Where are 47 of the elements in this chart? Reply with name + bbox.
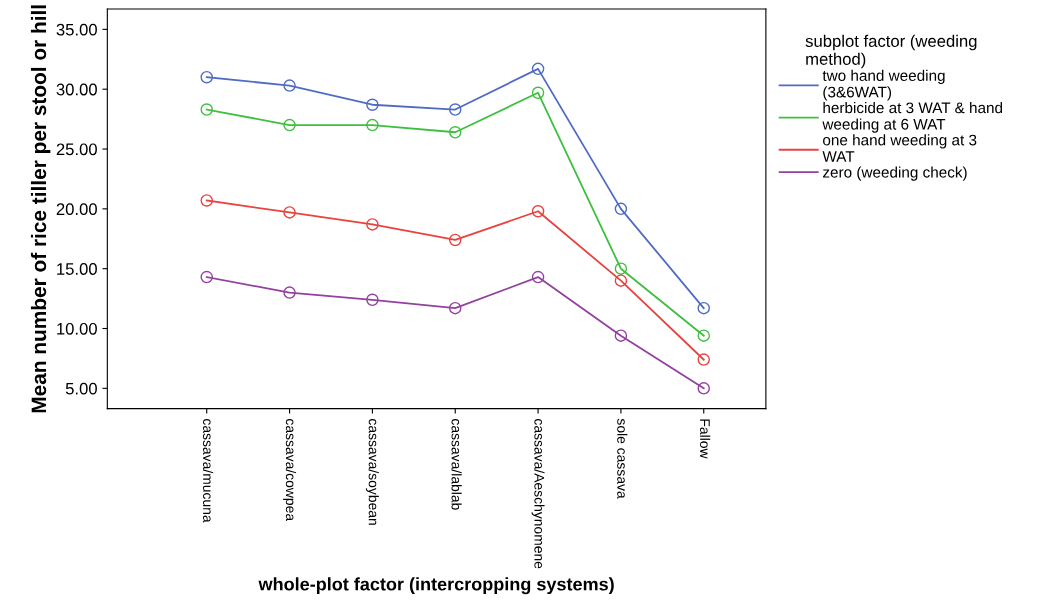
x-tick-label: sole cassava: [617, 418, 628, 499]
x-tick-label: cassava/lablab: [451, 418, 462, 510]
point: [448, 301, 462, 315]
y-axis-title: Mean number of rice tiller per stool or hill: [30, 5, 51, 413]
point: [200, 270, 213, 284]
point: [531, 270, 545, 284]
y-tick-label: 30.00: [56, 83, 97, 96]
point: [697, 301, 710, 315]
x-axis-title: whole-plot factor (intercropping systems): [258, 577, 614, 595]
point: [200, 194, 213, 207]
point: [531, 86, 545, 100]
y-tick-label: 35.00: [56, 23, 97, 36]
point: [531, 204, 545, 218]
point: [366, 293, 379, 307]
x-tick-label: cassava/mucuna: [203, 418, 214, 523]
y-tick-label: 5.00: [65, 382, 97, 395]
point: [531, 62, 545, 76]
legend-label: zero (weeding check): [823, 166, 967, 181]
point: [697, 382, 710, 395]
point: [366, 218, 379, 231]
x-tick-label: cassava/soybean: [365, 418, 379, 525]
point: [614, 329, 628, 342]
point: [697, 353, 710, 366]
x-tick-label: cassava/cowpea: [283, 418, 297, 522]
point: [283, 118, 296, 132]
y-tick-label: 10.00: [57, 322, 97, 335]
y-tick-label: 25.00: [56, 143, 97, 156]
x-tick-label: cassava/Aeschynomene: [531, 418, 545, 569]
point: [283, 79, 296, 92]
point: [697, 329, 710, 342]
point: [614, 274, 628, 287]
x-tick-label: Fallow: [700, 419, 711, 459]
point: [448, 103, 462, 116]
point: [614, 262, 628, 275]
point: [283, 206, 296, 219]
point: [366, 118, 379, 132]
point: [200, 103, 213, 116]
point: [448, 233, 462, 247]
legend-title: subplot factor (weeding method): [805, 34, 977, 69]
legend-label: two hand weeding (3&6WAT): [822, 69, 945, 101]
point: [283, 286, 296, 299]
point: [366, 98, 379, 111]
point: [200, 70, 213, 84]
y-tick-label: 20.00: [56, 203, 97, 216]
y-tick-label: 15.00: [57, 263, 97, 275]
point: [448, 126, 462, 139]
point: [614, 202, 628, 216]
